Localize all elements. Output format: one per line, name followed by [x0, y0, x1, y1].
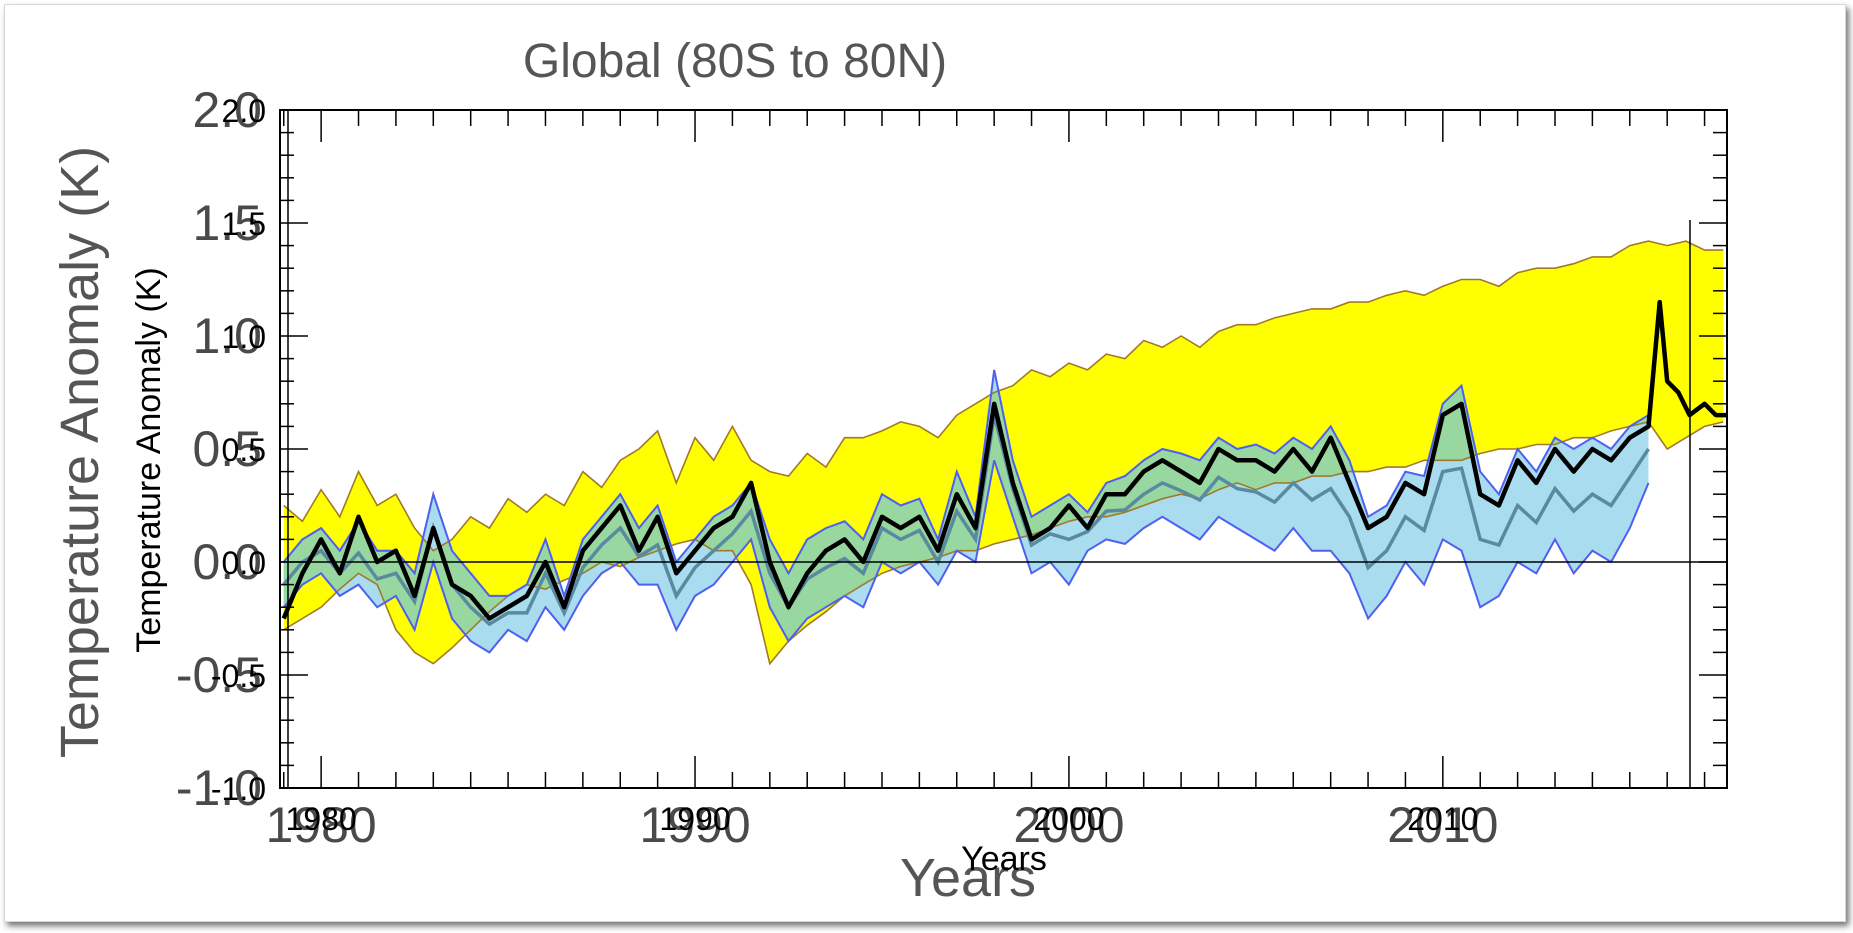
x-tick-label-small: 1980 — [286, 801, 357, 837]
x-axis-label-small: Years — [961, 840, 1047, 878]
x-tick-label-large: 2000 — [1013, 797, 1124, 853]
x-axis-label-large: Years — [900, 848, 1036, 908]
y-tick-label-large: 0.5 — [192, 421, 262, 477]
x-tick-label-large: 2010 — [1387, 797, 1498, 853]
observed-anomaly-line — [281, 299, 1727, 621]
y-tick-label-large: 1.0 — [192, 308, 262, 364]
x-tick-label-small: 2000 — [1033, 801, 1104, 837]
y-tick-label-large: -0.5 — [176, 647, 262, 703]
observation-mean-line — [282, 414, 1650, 627]
y-tick-label-small: -0.5 — [211, 658, 266, 694]
plot-axes — [279, 109, 1728, 789]
plot-fills — [281, 240, 1727, 666]
y-tick-label-small: -1.0 — [211, 771, 266, 807]
model-upper-edge — [283, 240, 1724, 552]
y-tick-label-small: 1.5 — [222, 206, 266, 242]
observation-lower-edge — [282, 459, 1650, 654]
y-axis-label-small: Temperature Anomaly (K) — [130, 267, 168, 653]
x-tick-label-large: 1980 — [266, 797, 377, 853]
y-tick-label-large: 2.0 — [192, 82, 262, 138]
y-tick-label-small: 1.0 — [222, 319, 266, 355]
y-tick-label-small: 0.5 — [222, 432, 266, 468]
y-tick-label-small: 2.0 — [222, 93, 266, 129]
observation-upper-edge — [282, 369, 1650, 600]
x-tick-label-small: 1990 — [659, 801, 730, 837]
y-tick-label-large: 1.5 — [192, 195, 262, 251]
y-axis-label-large: Temperature Anomaly (K) — [50, 146, 110, 758]
y-tick-label-large: -1.0 — [176, 760, 262, 816]
y-tick-label-small: 0.0 — [222, 545, 266, 581]
x-tick-label-large: 1990 — [639, 797, 750, 853]
plot-labels: Global (80S to 80N)-1.0-1.0-0.5-0.50.00.… — [50, 35, 1498, 908]
chart-title: Global (80S to 80N) — [523, 35, 947, 88]
x-tick-label-small: 2010 — [1407, 801, 1478, 837]
y-tick-label-large: 0.0 — [192, 534, 262, 590]
